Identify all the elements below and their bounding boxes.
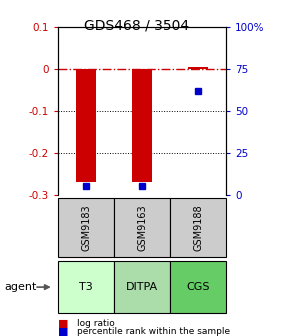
Bar <box>132 69 152 182</box>
Text: ■: ■ <box>58 318 68 328</box>
Text: agent: agent <box>4 282 37 292</box>
FancyArrowPatch shape <box>37 285 49 289</box>
Text: GDS468 / 3504: GDS468 / 3504 <box>84 18 189 33</box>
Text: GSM9188: GSM9188 <box>193 204 203 251</box>
Text: GSM9183: GSM9183 <box>81 204 91 251</box>
Text: GSM9163: GSM9163 <box>137 204 147 251</box>
Text: DITPA: DITPA <box>126 282 158 292</box>
Text: log ratio: log ratio <box>77 319 115 328</box>
Text: percentile rank within the sample: percentile rank within the sample <box>77 327 230 336</box>
Text: CGS: CGS <box>186 282 210 292</box>
Text: ■: ■ <box>58 327 68 336</box>
Bar <box>188 67 208 69</box>
Bar <box>76 69 96 182</box>
Text: T3: T3 <box>79 282 93 292</box>
